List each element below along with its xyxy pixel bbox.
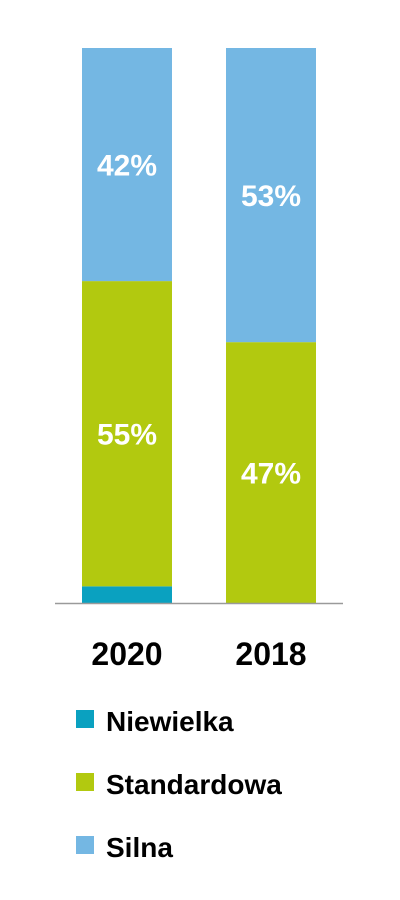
legend-swatch-niewielka xyxy=(76,710,94,728)
legend-label-standardowa: Standardowa xyxy=(106,769,282,800)
x-tick-label-2018: 2018 xyxy=(235,636,306,672)
x-tick-label-2020: 2020 xyxy=(91,636,162,672)
bar-segment-2020-silna xyxy=(82,48,172,282)
data-label-2018-silna: 53% xyxy=(241,180,301,213)
legend-label-silna: Silna xyxy=(106,832,173,863)
data-label-2018-standardowa: 47% xyxy=(241,458,301,491)
bar-segment-2018-silna xyxy=(226,48,316,343)
legend-swatch-silna xyxy=(76,836,94,854)
legend-swatch-standardowa xyxy=(76,773,94,791)
legend-label-niewielka: Niewielka xyxy=(106,706,234,737)
bar-segment-2020-niewielka xyxy=(82,586,172,603)
data-label-2020-standardowa: 55% xyxy=(97,419,157,452)
bar-segment-2020-standardowa xyxy=(82,281,172,587)
bar-segment-2018-standardowa xyxy=(226,342,316,603)
data-label-2020-silna: 42% xyxy=(97,150,157,183)
